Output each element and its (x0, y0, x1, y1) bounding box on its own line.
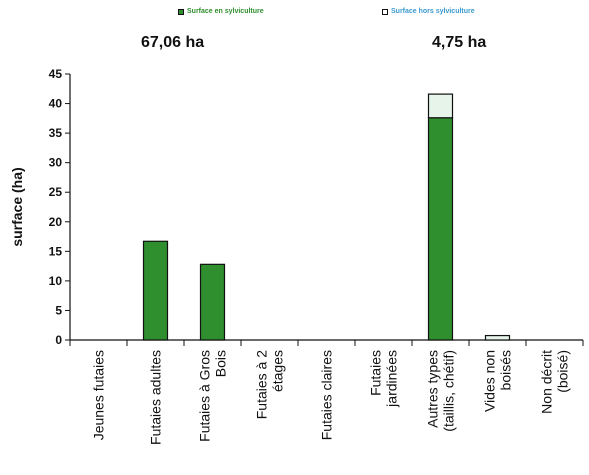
y-tick-label: 10 (49, 274, 63, 288)
y-axis-label: surface (ha) (9, 167, 25, 246)
legend: Surface en sylviculture Surface hors syl… (0, 8, 589, 22)
total-in: 67,06 ha (141, 34, 205, 51)
x-category-label: Futaies adultes (148, 350, 164, 445)
y-tick-label: 45 (49, 67, 63, 81)
legend-item-out: Surface hors sylviculture (382, 8, 475, 15)
x-category-label: Jeunes futaies (91, 350, 107, 440)
y-tick-label: 40 (49, 97, 63, 111)
bar-en-sylviculture (427, 117, 454, 341)
bar-hors-sylviculture (427, 93, 454, 119)
x-category-label: étages (270, 350, 286, 392)
x-category-label: jardinées (384, 350, 400, 408)
y-tick-label: 20 (49, 215, 63, 229)
bar-en-sylviculture (142, 240, 169, 341)
x-category-label: Futaies (368, 350, 384, 396)
y-tick-label: 30 (49, 156, 63, 170)
bar-en-sylviculture (199, 263, 226, 341)
x-category-label: boisés (498, 350, 514, 390)
y-tick-label: 35 (49, 126, 63, 140)
bar-hors-sylviculture (484, 334, 511, 341)
x-category-label: Futaies à Gros (197, 350, 213, 442)
x-category-label: Futaies à 2 (254, 350, 270, 419)
y-tick-label: 0 (55, 333, 62, 347)
x-category-label: (boisé) (555, 350, 571, 393)
legend-item-in: Surface en sylviculture (178, 8, 264, 15)
total-out: 4,75 ha (432, 34, 487, 51)
y-tick-label: 5 (55, 303, 62, 317)
x-category-label: Futaies claires (319, 350, 335, 440)
x-category-label: Bois (213, 350, 229, 377)
legend-swatch-in (178, 8, 184, 15)
x-category-label: (taillis, chétif) (441, 350, 457, 432)
legend-label-out: Surface hors sylviculture (391, 8, 475, 15)
x-category-label: Non décrit (539, 350, 555, 414)
y-tick-label: 15 (49, 244, 63, 258)
legend-swatch-out (382, 8, 388, 15)
x-category-label: Vides non (482, 350, 498, 412)
y-tick-label: 25 (49, 185, 63, 199)
x-category-label: Autres types (425, 350, 441, 428)
legend-label-in: Surface en sylviculture (187, 8, 264, 15)
